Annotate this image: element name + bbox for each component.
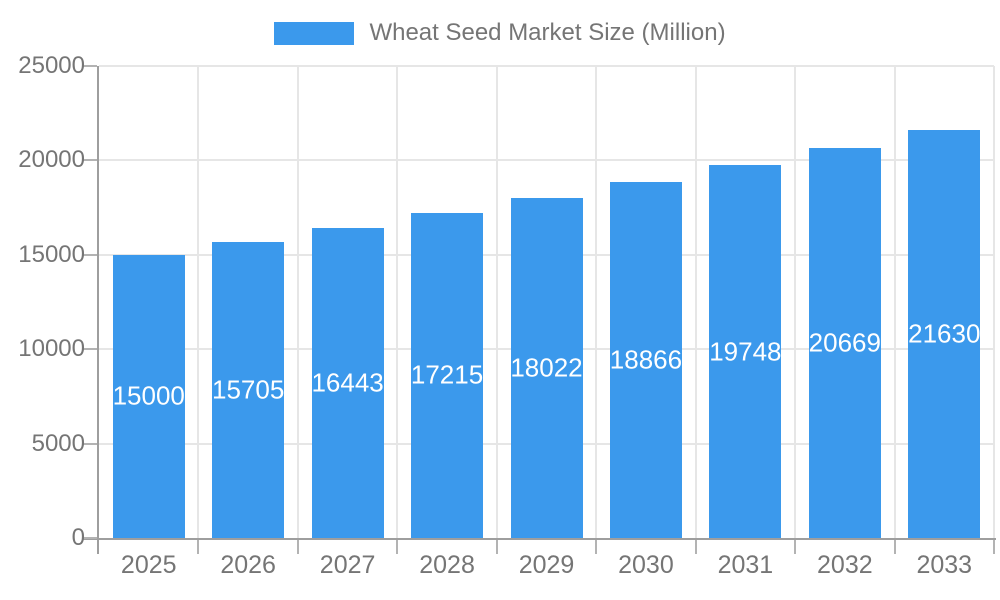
- y-axis-label: 10000: [18, 335, 85, 363]
- x-axis-label: 2033: [916, 551, 973, 579]
- y-tick-mark: [83, 442, 97, 445]
- x-tick-mark: [296, 540, 299, 554]
- bar-value-label: 21630: [908, 318, 981, 349]
- x-tick-mark: [893, 540, 896, 554]
- y-axis-label: 25000: [18, 52, 85, 79]
- v-gridline: [893, 66, 896, 538]
- y-tick-mark: [83, 65, 97, 67]
- x-axis-label: 2032: [817, 551, 873, 579]
- x-axis-label: 2026: [220, 551, 276, 579]
- bar-2028[interactable]: 17215: [410, 212, 484, 538]
- bar-2033[interactable]: 21630: [908, 129, 981, 538]
- legend-swatch[interactable]: [274, 21, 355, 45]
- bar-2026[interactable]: 15705: [212, 241, 285, 538]
- bar-2031[interactable]: 19748: [709, 165, 782, 538]
- bar-value-label: 20669: [808, 327, 881, 358]
- x-axis-label: 2027: [319, 551, 376, 579]
- x-tick-mark: [694, 540, 697, 554]
- y-tick-mark: [83, 348, 97, 351]
- x-axis-label: 2030: [618, 551, 674, 579]
- x-tick-mark: [595, 540, 598, 554]
- x-tick-mark: [495, 540, 498, 554]
- y-tick-mark: [83, 253, 97, 256]
- h-gridline: [99, 65, 994, 67]
- y-axis-label: 15000: [18, 240, 85, 268]
- chart-title: Wheat Seed Market Size (Million): [369, 19, 726, 46]
- y-tick-mark: [83, 159, 97, 162]
- legend[interactable]: Wheat Seed Market Size (Million): [0, 19, 1000, 47]
- y-axis-label: 0: [71, 524, 85, 551]
- x-tick-mark: [197, 540, 200, 554]
- bar-value-label: 15000: [112, 380, 185, 411]
- x-tick-mark: [993, 540, 995, 554]
- v-gridline: [595, 66, 598, 538]
- v-gridline: [197, 66, 200, 538]
- x-axis-label: 2028: [419, 551, 475, 579]
- x-axis-label: 2025: [120, 551, 177, 579]
- bar-value-label: 18022: [510, 352, 583, 383]
- x-axis-label: 2031: [717, 551, 774, 579]
- bar-value-label: 16443: [311, 367, 384, 398]
- bar-2029[interactable]: 18022: [510, 197, 583, 538]
- y-axis-line: [97, 66, 99, 554]
- bar-2025[interactable]: 15000: [112, 254, 185, 538]
- y-axis-label: 20000: [18, 146, 85, 174]
- v-gridline: [993, 66, 995, 538]
- plot-area: 0 5000 10000 15000 20000 25000 15000 2025 15705 2…: [18, 52, 996, 579]
- v-gridline: [794, 66, 797, 538]
- bar-2030[interactable]: 18866: [609, 181, 683, 538]
- bar-value-label: 15705: [212, 374, 285, 405]
- y-axis-label: 5000: [31, 429, 85, 457]
- v-gridline: [296, 66, 299, 538]
- bar-value-label: 19748: [709, 336, 782, 367]
- h-gridline: [99, 159, 994, 162]
- v-gridline: [495, 66, 498, 538]
- bar-2032[interactable]: 20669: [808, 147, 881, 538]
- x-tick-mark: [794, 540, 797, 554]
- v-gridline: [694, 66, 697, 538]
- bar-value-label: 18866: [609, 344, 683, 375]
- x-tick-mark: [396, 540, 399, 554]
- bar-value-label: 17215: [410, 359, 484, 390]
- y-tick-mark: [83, 537, 97, 539]
- x-axis-label: 2029: [518, 551, 575, 579]
- x-axis-line: [83, 538, 996, 540]
- bar-2027[interactable]: 16443: [311, 227, 384, 538]
- v-gridline: [396, 66, 399, 538]
